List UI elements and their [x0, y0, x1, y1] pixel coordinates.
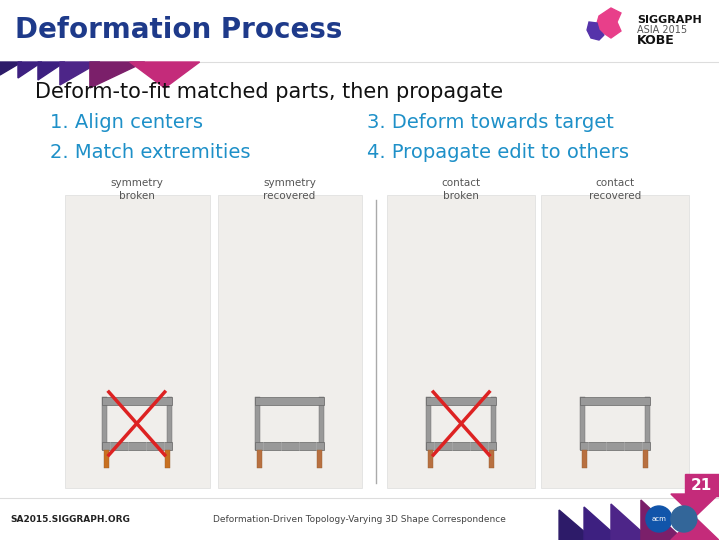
- Bar: [643, 450, 648, 468]
- Bar: [428, 450, 433, 468]
- Bar: [541, 195, 689, 488]
- Polygon shape: [18, 62, 42, 78]
- FancyBboxPatch shape: [255, 397, 325, 405]
- FancyBboxPatch shape: [426, 397, 496, 405]
- FancyBboxPatch shape: [580, 397, 650, 405]
- FancyBboxPatch shape: [102, 397, 171, 405]
- Polygon shape: [671, 494, 719, 540]
- FancyBboxPatch shape: [426, 442, 496, 450]
- Text: 4. Propagate edit to others: 4. Propagate edit to others: [367, 143, 629, 161]
- Circle shape: [646, 506, 672, 532]
- Bar: [491, 397, 496, 450]
- Bar: [320, 397, 325, 450]
- Polygon shape: [587, 22, 604, 40]
- Text: ASIA 2015: ASIA 2015: [637, 25, 687, 35]
- Text: acm: acm: [652, 516, 666, 522]
- Circle shape: [671, 506, 697, 532]
- Text: Deform-to-fit matched parts, then propagate: Deform-to-fit matched parts, then propag…: [35, 82, 503, 102]
- Bar: [167, 397, 171, 450]
- Polygon shape: [559, 510, 594, 540]
- Bar: [580, 397, 585, 450]
- Bar: [104, 450, 109, 468]
- Bar: [65, 195, 210, 488]
- Bar: [582, 450, 587, 468]
- Text: 3. Deform towards target: 3. Deform towards target: [367, 112, 614, 132]
- Bar: [489, 450, 494, 468]
- Bar: [685, 474, 719, 496]
- Text: Deformation-Driven Topology-Varying 3D Shape Correspondence: Deformation-Driven Topology-Varying 3D S…: [213, 515, 506, 523]
- Polygon shape: [38, 62, 65, 80]
- Bar: [645, 397, 650, 450]
- Text: 21: 21: [691, 477, 713, 492]
- Polygon shape: [584, 507, 621, 540]
- Bar: [217, 195, 362, 488]
- Polygon shape: [597, 8, 621, 38]
- FancyBboxPatch shape: [580, 442, 650, 450]
- Text: SIGGRAPH: SIGGRAPH: [637, 15, 702, 25]
- Bar: [0, 0, 719, 62]
- Text: 1. Align centers: 1. Align centers: [50, 112, 203, 132]
- Polygon shape: [0, 62, 22, 75]
- Bar: [0, 498, 719, 540]
- Polygon shape: [60, 62, 100, 85]
- Bar: [255, 397, 260, 450]
- Text: symmetry
recovered: symmetry recovered: [263, 178, 316, 201]
- Text: Deformation Process: Deformation Process: [15, 16, 342, 44]
- FancyBboxPatch shape: [255, 442, 325, 450]
- Bar: [426, 397, 431, 450]
- Text: 2. Match extremities: 2. Match extremities: [50, 143, 251, 161]
- Text: contact
broken: contact broken: [441, 178, 481, 201]
- Text: SA2015.SIGGRAPH.ORG: SA2015.SIGGRAPH.ORG: [10, 515, 130, 523]
- Bar: [165, 450, 170, 468]
- Bar: [102, 397, 107, 450]
- Bar: [318, 450, 323, 468]
- FancyBboxPatch shape: [102, 442, 171, 450]
- Polygon shape: [611, 504, 651, 540]
- Polygon shape: [641, 500, 684, 540]
- Bar: [387, 195, 535, 488]
- Text: symmetry
broken: symmetry broken: [110, 178, 163, 201]
- Polygon shape: [130, 62, 199, 88]
- Bar: [256, 450, 261, 468]
- Text: contact
recovered: contact recovered: [589, 178, 641, 201]
- Text: KOBE: KOBE: [637, 35, 675, 48]
- Polygon shape: [90, 62, 145, 88]
